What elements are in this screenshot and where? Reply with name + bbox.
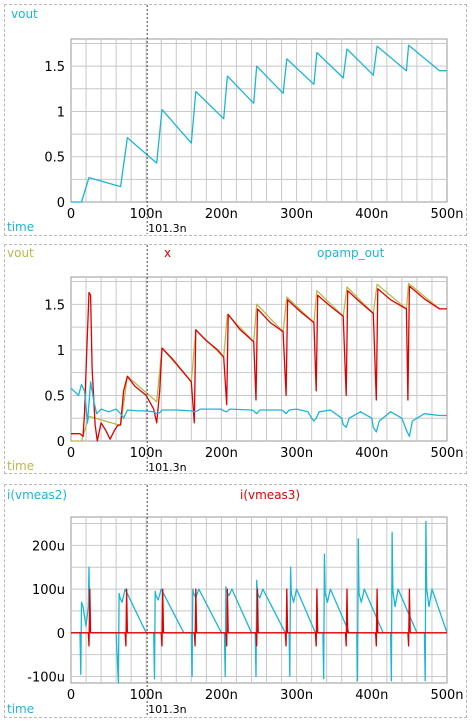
series-line-vout xyxy=(71,44,447,203)
vout-plot-panel: 0 100n 200n 300n 400n 500n 0 0.5 1 1.5 vout time 101… xyxy=(4,4,467,236)
x-tick-label: 200n xyxy=(205,688,238,703)
legend-label: i(vmeas3) xyxy=(240,488,300,502)
y-tick-label: 0.5 xyxy=(44,389,65,404)
cursor-readout: 101.3n xyxy=(148,703,186,716)
y-tick-label: 1.5 xyxy=(44,60,65,75)
x-tick-label: 300n xyxy=(280,688,313,703)
x-tick-label: 300n xyxy=(280,446,313,461)
cursor-readout: 101.3n xyxy=(148,461,186,474)
legend-label: opamp_out xyxy=(317,246,385,260)
vout-x-opamp-plot: 0 100n 200n 300n 400n 500n 0 0.5 1 1.5 vout x opamp_… xyxy=(7,245,464,474)
x-tick-label: 0 xyxy=(67,446,75,461)
x-tick-label: 0 xyxy=(67,688,75,703)
vout-x-opamp-plot-panel: 0 100n 200n 300n 400n 500n 0 0.5 1 1.5 vout x opamp_… xyxy=(4,244,467,474)
x-tick-label: 100n xyxy=(130,688,163,703)
y-tick-label: 100u xyxy=(32,583,65,598)
x-tick-label: 400n xyxy=(355,446,388,461)
y-tick-label: 200u xyxy=(32,539,65,554)
x-axis-label: time xyxy=(7,702,34,716)
current-plot-panel: 0 100n 200n 300n 400n 500n -100u 0 100u 200u i(vme… xyxy=(4,484,467,718)
x-tick-label: 500n xyxy=(430,688,463,703)
y-tick-label: 0.5 xyxy=(44,151,65,166)
series-line-opamp-out xyxy=(70,381,447,438)
plot-frame xyxy=(70,38,448,203)
x-tick-label: 400n xyxy=(355,207,388,222)
x-tick-label: 400n xyxy=(355,688,388,703)
legend-label: vout xyxy=(11,7,38,21)
x-tick-label: 100n xyxy=(130,207,163,222)
cursor-readout: 101.3n xyxy=(148,222,186,235)
y-tick-label: 1 xyxy=(57,105,65,120)
x-tick-label: 200n xyxy=(205,446,238,461)
legend-label: vout xyxy=(7,246,34,260)
x-tick-label: 300n xyxy=(280,207,313,222)
y-tick-label: 1 xyxy=(57,344,65,359)
current-plot: 0 100n 200n 300n 400n 500n-100u0100u200ui(vme… xyxy=(7,485,464,716)
x-axis-label: time xyxy=(7,459,34,473)
series-line-vout xyxy=(71,282,447,442)
y-tick-label: 1.5 xyxy=(44,298,65,313)
legend-label: x xyxy=(164,246,171,260)
series-line-i-vmeas3- xyxy=(71,588,447,647)
y-tick-label: 0 xyxy=(57,627,65,642)
plot-frame xyxy=(70,516,448,684)
y-tick-label: 0 xyxy=(57,435,65,450)
legend-label: i(vmeas2) xyxy=(7,488,67,502)
x-axis-label: time xyxy=(7,220,34,234)
plot-frame xyxy=(70,276,448,442)
series-line-x xyxy=(71,285,447,442)
x-tick-label: 200n xyxy=(205,207,238,222)
x-tick-label: 500n xyxy=(430,446,463,461)
vout-plot: 0 100n 200n 300n 400n 500n 0 0.5 1 1.5 vout time 101… xyxy=(7,5,464,235)
x-tick-label: 500n xyxy=(430,207,463,222)
x-tick-label: 0 xyxy=(67,207,75,222)
x-tick-label: 100n xyxy=(130,446,163,461)
y-tick-label: -100u xyxy=(27,670,65,685)
y-tick-label: 0 xyxy=(57,196,65,211)
